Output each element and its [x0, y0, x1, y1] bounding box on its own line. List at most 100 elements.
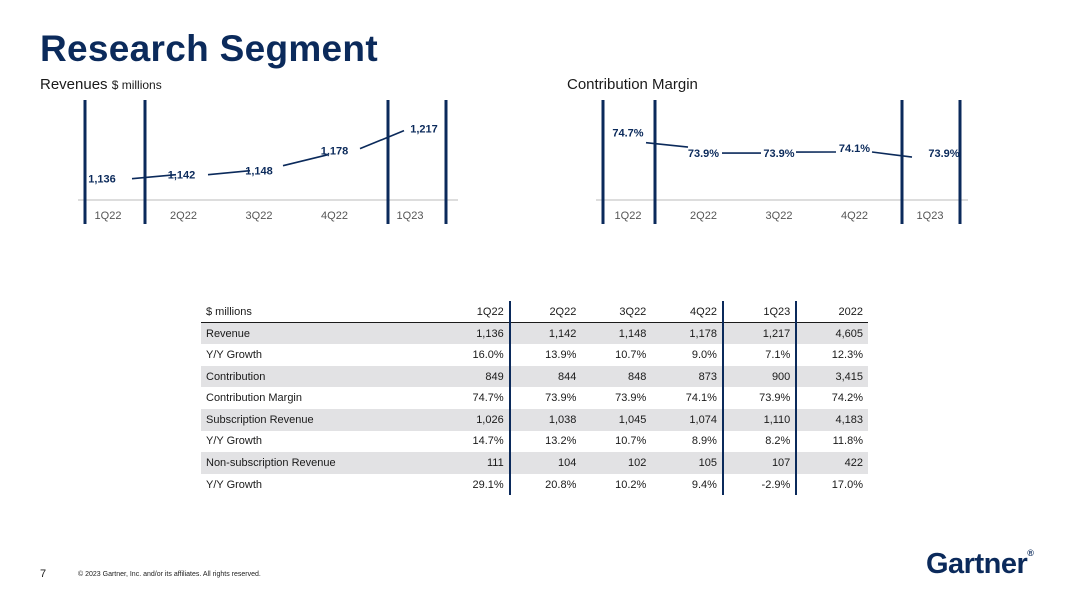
contribution-margin-chart-title: Contribution Margin [567, 76, 698, 93]
data-label: 1,142 [168, 170, 196, 182]
table-cell: 8.9% [651, 430, 724, 453]
table-row: Subscription Revenue 1,026 1,038 1,045 1,074… [201, 408, 868, 431]
table-cell: 14.7% [438, 430, 511, 453]
table-cell: 9.4% [651, 473, 724, 496]
table-cell: 105 [651, 452, 724, 474]
table-cell: 111 [438, 452, 511, 474]
table-header-cell: 1Q22 [438, 301, 511, 324]
data-label: 74.7% [612, 128, 643, 140]
data-label: 1,148 [245, 166, 273, 178]
data-label: 74.1% [839, 143, 870, 155]
table-cell: 8.2% [722, 430, 798, 453]
table-cell: 74.1% [651, 387, 724, 409]
table-header-cell: 4Q22 [651, 301, 724, 324]
data-label: 73.9% [928, 148, 959, 160]
table-body: Revenue 1,136 1,142 1,148 1,178 1,217 4,605 Y/Y… [201, 322, 868, 496]
registered-mark: ® [1027, 548, 1034, 558]
table-cell: 1,178 [651, 322, 724, 345]
table-cell: 848 [581, 365, 652, 388]
table-row-label: Revenue [201, 322, 439, 345]
x-tick-label: 1Q22 [95, 210, 122, 222]
x-tick-label: 2Q22 [690, 210, 717, 222]
table-cell: 74.2% [831, 392, 863, 405]
table-cell: -2.9% [722, 473, 798, 496]
table-row: Y/Y Growth 29.1% 20.8% 10.2% 9.4% -2.9% 17.0% [201, 473, 868, 496]
series-line-segment [131, 173, 177, 180]
table-cell: 104 [509, 452, 582, 474]
table-cell: 422 [796, 452, 868, 474]
table-cell: 4,183 [796, 408, 868, 431]
data-label: 1,136 [88, 174, 116, 186]
table-row-label: Contribution [201, 365, 439, 388]
table-cell: 9.0% [651, 344, 724, 366]
data-label: 1,178 [321, 146, 349, 158]
table-cell: 12.3% [831, 348, 863, 361]
table-row-label: Non-subscription Revenue [201, 452, 439, 474]
x-tick-label: 1Q22 [615, 210, 642, 222]
table-header-row: $ millions 1Q22 2Q22 3Q22 4Q22 1Q23 2022 [201, 301, 868, 324]
x-tick-label: 2Q22 [170, 210, 197, 222]
series-line-segment [645, 141, 689, 148]
table-cell: 73.9% [615, 392, 647, 405]
table-cell: 17.0% [831, 478, 863, 491]
contribution-margin-line-chart: 74.7% 1Q22 73.9% 2Q22 73.9% 3Q22 74.1% 4Q22 73.9… [596, 100, 968, 224]
table-cell: 102 [581, 452, 652, 474]
copyright-notice: © 2023 Gartner, Inc. and/or its affiliat… [78, 571, 261, 578]
table-row: Revenue 1,136 1,142 1,148 1,178 1,217 4,605 [201, 322, 868, 345]
table-row-label: Y/Y Growth [206, 348, 263, 361]
table-cell: 1,136 [438, 322, 511, 345]
table-cell: 1,074 [651, 408, 724, 431]
table-header-cell: 2022 [796, 301, 868, 324]
table-cell: 10.7% [615, 348, 647, 361]
table-cell: 849 [438, 365, 511, 388]
table-row: Y/Y Growth 14.7% 13.2% 10.7% 8.9% 8.2% 11.8% [201, 430, 868, 453]
data-label: 73.9% [688, 148, 719, 160]
table-cell: 73.9% [545, 392, 577, 405]
x-tick-label: 1Q23 [397, 210, 424, 222]
table-cell: 4,605 [796, 322, 868, 345]
x-tick-label: 1Q23 [917, 210, 944, 222]
table-header-cell: 3Q22 [581, 301, 652, 324]
contribution-margin-chart-title-text: Contribution Margin [567, 76, 698, 93]
table-cell: 13.2% [545, 435, 577, 448]
table-cell: 29.1% [438, 473, 511, 496]
table-cell: 3,415 [796, 365, 868, 388]
table-cell: 844 [509, 365, 582, 388]
page-number: 7 [40, 568, 47, 580]
revenue-line-chart: 1,136 1Q22 1,142 2Q22 1,148 3Q22 1,178 4Q22 1,21… [78, 100, 458, 224]
gartner-logo: Gartner® [926, 548, 1034, 581]
x-tick-label: 3Q22 [246, 210, 273, 222]
table-cell: 900 [722, 365, 798, 388]
revenue-chart-title: Revenues $ millions [40, 76, 162, 93]
series-line-segment [359, 129, 405, 150]
series-line-segment [871, 151, 913, 158]
table-row: Contribution 849 844 848 873 900 3,415 [201, 365, 868, 388]
table-cell: 1,148 [581, 322, 652, 345]
table-cell: 7.1% [722, 344, 798, 366]
table-cell: 73.9% [722, 387, 798, 409]
table-row-label: Y/Y Growth [206, 435, 263, 448]
table-row-label: Subscription Revenue [201, 408, 439, 431]
table-cell: 74.7% [438, 387, 511, 409]
series-line-segment [207, 169, 251, 176]
table-header-cell: $ millions [201, 301, 439, 324]
table-row: Non-subscription Revenue 111 104 102 105 107 4… [201, 452, 868, 474]
table-header-cell: 2Q22 [509, 301, 582, 324]
table-cell: 1,038 [509, 408, 582, 431]
table-cell: 20.8% [545, 478, 577, 491]
table-cell: 10.7% [615, 435, 647, 448]
table-cell: 1,045 [581, 408, 652, 431]
table-row-label: Contribution Margin [206, 392, 302, 405]
x-tick-label: 3Q22 [766, 210, 793, 222]
series-line-segment [282, 153, 329, 167]
table-cell: 107 [722, 452, 798, 474]
revenue-chart-title-text: Revenues [40, 76, 108, 93]
table-cell: 873 [651, 365, 724, 388]
gartner-logo-text: Gartner [926, 548, 1028, 580]
x-tick-label: 4Q22 [841, 210, 868, 222]
table-cell: 13.9% [545, 348, 577, 361]
data-label: 73.9% [763, 148, 794, 160]
table-cell: 1,110 [722, 408, 798, 431]
table-cell: 1,026 [438, 408, 511, 431]
table-cell: 1,217 [722, 322, 798, 345]
